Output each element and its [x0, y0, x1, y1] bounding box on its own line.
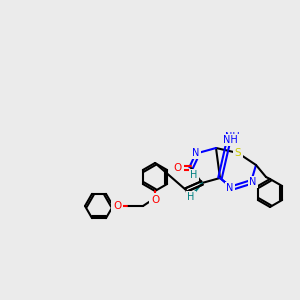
Text: N: N	[226, 183, 234, 193]
Text: O: O	[151, 195, 159, 205]
Text: H: H	[187, 192, 195, 202]
Text: N: N	[192, 148, 200, 158]
Text: NH: NH	[225, 132, 239, 142]
Text: O: O	[174, 163, 182, 173]
Text: S: S	[235, 148, 241, 158]
Text: H: H	[190, 170, 198, 180]
Text: NH: NH	[223, 135, 237, 145]
Text: N: N	[249, 177, 257, 187]
Text: S: S	[235, 148, 241, 158]
Text: O: O	[113, 201, 121, 211]
